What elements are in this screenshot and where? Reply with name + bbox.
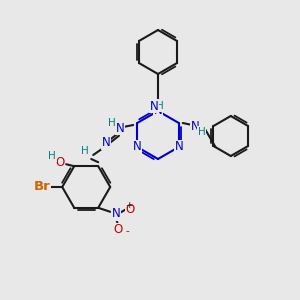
Text: O: O	[56, 156, 65, 169]
Text: N: N	[190, 119, 199, 133]
Text: H: H	[48, 151, 56, 161]
Text: N: N	[174, 140, 183, 154]
Text: N: N	[116, 122, 124, 134]
Text: -: -	[125, 226, 129, 236]
Text: N: N	[112, 207, 121, 220]
Text: N: N	[133, 140, 142, 154]
Text: H: H	[108, 118, 116, 128]
Text: +: +	[125, 201, 133, 210]
Text: H: H	[198, 127, 206, 137]
Text: N: N	[150, 100, 158, 112]
Text: H: H	[81, 146, 89, 156]
Text: O: O	[114, 223, 123, 236]
Text: N: N	[102, 136, 111, 149]
Text: H: H	[156, 101, 164, 111]
Text: N: N	[154, 104, 162, 118]
Text: O: O	[126, 203, 135, 216]
Text: Br: Br	[34, 181, 51, 194]
